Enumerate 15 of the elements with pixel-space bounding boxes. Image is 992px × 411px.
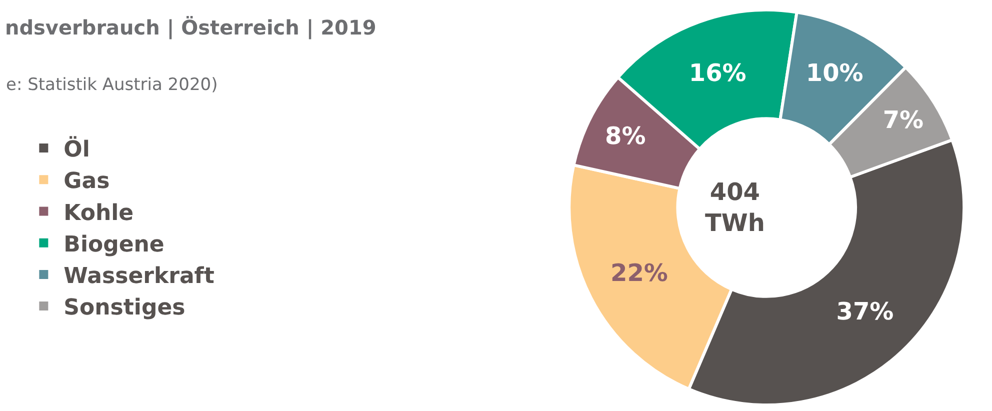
chart-title: ndsverbrauch | Österreich | 2019 (4, 16, 376, 40)
data-label: 22% (610, 258, 668, 287)
data-label: 7% (882, 106, 924, 134)
legend-label: Sonstiges (64, 296, 186, 321)
legend-label: Biogene (64, 232, 164, 258)
legend-label: Wasserkraft (64, 264, 215, 290)
data-label: 8% (605, 122, 646, 150)
data-label: 10% (806, 58, 864, 87)
legend-label: Öl (64, 136, 90, 163)
text: 404 TWh (705, 178, 765, 238)
data-label: 16% (688, 58, 746, 87)
data-label: 37% (836, 298, 894, 326)
legend-label: Gas (64, 169, 110, 194)
legend-label: Kohle (64, 200, 134, 226)
text: e: Statistik Austria 2020) (6, 75, 218, 95)
